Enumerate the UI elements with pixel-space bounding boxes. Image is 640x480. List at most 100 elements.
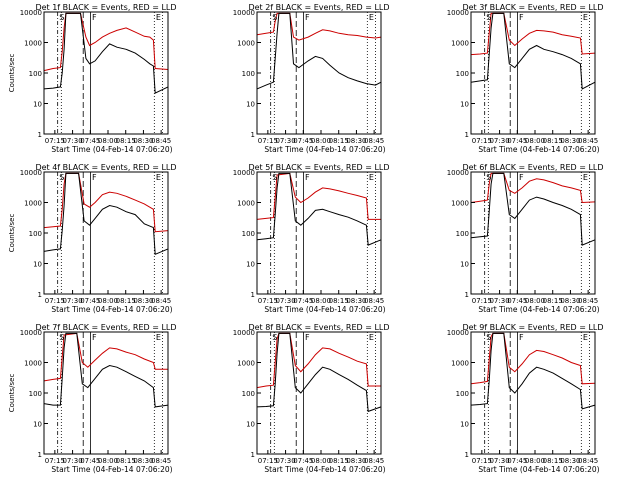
- lld-series: [256, 12, 382, 41]
- marker-label-e: E: [156, 173, 161, 182]
- y-tick-label: 1000: [24, 200, 42, 208]
- panel-title: Det 7f BLACK = Events, RED = LLD: [35, 323, 176, 332]
- x-tick-label: 07:15: [258, 297, 278, 305]
- y-tick-label: 1000: [237, 40, 255, 48]
- y-tick-label: 1000: [237, 360, 255, 368]
- x-tick-label: 07:30: [275, 137, 295, 145]
- y-tick-label: 100: [242, 70, 255, 78]
- x-tick-label: 08:30: [560, 297, 580, 305]
- x-axis-label: Start Time (04-Feb-14 07:06:20): [264, 465, 385, 474]
- x-tick-label: 07:45: [507, 137, 527, 145]
- events-series: [256, 332, 382, 413]
- y-tick-label: 1: [251, 291, 255, 299]
- y-tick-label: 10000: [447, 9, 469, 17]
- marker-label-f: F: [305, 173, 310, 182]
- marker-label-e: E: [156, 333, 161, 342]
- events-series: [470, 12, 596, 90]
- marker-label-e: E: [583, 173, 588, 182]
- x-tick-label: 08:00: [98, 137, 118, 145]
- x-tick-label: 08:15: [329, 137, 349, 145]
- x-tick-label: 08:15: [543, 297, 563, 305]
- x-tick-label: 07:30: [275, 297, 295, 305]
- y-tick-label: 1: [251, 451, 255, 459]
- x-tick-label: 08:45: [578, 457, 598, 465]
- x-tick-label: 08:15: [329, 457, 349, 465]
- y-tick-label: 100: [456, 390, 469, 398]
- x-tick-label: 07:30: [489, 297, 509, 305]
- x-tick-label: 08:45: [151, 457, 171, 465]
- x-tick-label: 07:15: [45, 297, 65, 305]
- panel-title: Det 5f BLACK = Events, RED = LLD: [248, 163, 389, 172]
- x-tick-label: 08:30: [133, 137, 153, 145]
- marker-label-f: F: [519, 333, 524, 342]
- events-series: [43, 12, 169, 94]
- x-axis-label: Start Time (04-Feb-14 07:06:20): [264, 305, 385, 314]
- lld-series: [470, 172, 596, 204]
- x-tick-label: 08:00: [525, 297, 545, 305]
- y-tick-label: 10: [246, 261, 255, 269]
- lld-series: [43, 12, 169, 72]
- x-tick-label: 08:15: [116, 297, 136, 305]
- y-tick-label: 10000: [447, 329, 469, 337]
- x-axis-label: Start Time (04-Feb-14 07:06:20): [51, 465, 172, 474]
- x-tick-label: 08:45: [364, 297, 384, 305]
- x-tick-label: 08:00: [525, 457, 545, 465]
- lld-series: [43, 332, 168, 382]
- y-tick-label: 10000: [233, 329, 255, 337]
- x-tick-label: 07:45: [507, 297, 527, 305]
- y-tick-label: 10: [460, 261, 469, 269]
- y-tick-label: 10000: [20, 329, 42, 337]
- x-tick-label: 07:15: [472, 457, 492, 465]
- plot-frame: [43, 171, 169, 295]
- panel-title: Det 6f BLACK = Events, RED = LLD: [462, 163, 603, 172]
- events-series: [256, 172, 382, 246]
- y-tick-label: 1: [38, 291, 42, 299]
- x-tick-label: 07:45: [80, 457, 100, 465]
- y-tick-label: 1: [251, 131, 255, 139]
- panel-title: Det 9f BLACK = Events, RED = LLD: [462, 323, 603, 332]
- marker-label-s: S: [272, 173, 277, 182]
- marker-label-e: E: [583, 333, 588, 342]
- x-tick-label: 07:45: [80, 137, 100, 145]
- y-tick-label: 1000: [451, 360, 469, 368]
- y-tick-label: 10: [33, 101, 42, 109]
- x-tick-label: 08:30: [560, 457, 580, 465]
- y-tick-label: 1: [38, 451, 42, 459]
- lld-series: [256, 332, 381, 389]
- x-tick-label: 07:30: [62, 457, 82, 465]
- x-tick-label: 08:00: [98, 297, 118, 305]
- y-tick-label: 10000: [447, 169, 469, 177]
- x-tick-label: 08:30: [133, 457, 153, 465]
- lld-series: [43, 172, 169, 233]
- events-series: [470, 172, 596, 246]
- lld-series: [470, 12, 596, 56]
- x-tick-label: 08:45: [364, 457, 384, 465]
- x-tick-label: 08:30: [346, 137, 366, 145]
- panel-title: Det 4f BLACK = Events, RED = LLD: [35, 163, 176, 172]
- y-tick-label: 10: [33, 261, 42, 269]
- events-series: [43, 332, 169, 408]
- x-tick-label: 07:15: [472, 137, 492, 145]
- y-tick-label: 1000: [24, 360, 42, 368]
- x-tick-label: 07:45: [293, 457, 313, 465]
- y-tick-label: 1000: [451, 200, 469, 208]
- x-tick-label: 07:30: [489, 457, 509, 465]
- y-axis-label: Counts/sec: [8, 54, 16, 93]
- y-tick-label: 10000: [233, 169, 255, 177]
- y-tick-label: 10: [460, 101, 469, 109]
- panel-title: Det 1f BLACK = Events, RED = LLD: [35, 3, 176, 12]
- x-tick-label: 08:00: [311, 457, 331, 465]
- x-tick-label: 08:30: [346, 297, 366, 305]
- x-tick-label: 08:00: [311, 297, 331, 305]
- x-tick-label: 08:15: [543, 457, 563, 465]
- marker-label-s: S: [272, 13, 277, 22]
